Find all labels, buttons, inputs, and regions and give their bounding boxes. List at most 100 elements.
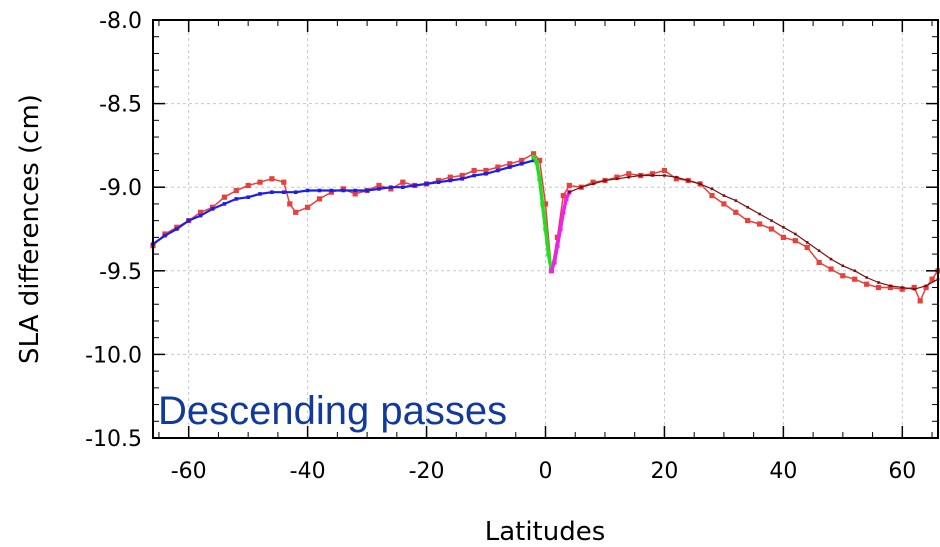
data-point-observed [269,176,275,182]
plot-frame [152,19,939,439]
data-point-fit_equator_north [561,210,566,215]
data-point-observed [471,167,477,174]
data-point-fit_north [734,199,738,202]
data-point-fit_north [568,190,571,194]
data-point-fit_north [877,281,880,284]
data-point-observed [626,171,632,177]
data-point-observed [780,234,786,240]
data-point-observed [804,244,810,250]
annotation-text: Descending passes [158,389,507,433]
data-point-fit_south [329,188,334,193]
data-point-observed [923,284,929,291]
data-point-observed [459,172,465,179]
data-point-observed [709,193,715,199]
data-point-fit_north [901,286,904,289]
y-tick-label: -8.0 [99,9,142,34]
data-point-fit_south [198,213,203,218]
data-point-fit_south [412,183,417,188]
data-point-fit_north [829,257,833,261]
series-fit_north [568,174,940,291]
data-point-fit_north [912,287,916,291]
data-point-fit_north [686,179,690,182]
data-point-fit_equator_south [546,251,551,257]
data-point-fit_north [639,174,642,177]
data-point-observed [233,187,239,194]
data-point-fit_north [591,182,595,186]
data-point-fit_south [496,168,500,173]
data-point-fit_south [377,187,381,191]
data-point-observed [400,179,406,185]
data-point-fit_north [782,226,785,229]
y-axis-title: SLA differences (cm) [15,94,45,364]
data-point-fit_south [317,188,322,193]
data-point-fit_south [389,185,393,189]
data-point-observed [447,174,453,180]
data-point-observed [560,193,566,199]
y-tick-label: -10.5 [85,427,142,452]
data-point-observed [483,167,489,174]
data-point-observed [661,167,667,174]
data-point-observed [507,161,513,167]
data-point-observed [649,171,656,177]
data-point-observed [816,259,822,265]
data-point-fit_north [853,269,856,273]
data-point-fit_north [698,182,702,186]
data-point-observed [614,174,620,180]
data-point-fit_north [710,187,714,191]
x-tick-label: 40 [769,459,797,484]
data-point-fit_north [615,177,619,181]
data-point-fit_south [460,177,464,181]
data-point-fit_north [603,179,607,182]
y-tick-label: -8.5 [99,93,142,118]
data-point-fit_equator_north [549,268,554,273]
data-point-fit_south [234,197,239,201]
data-point-fit_north [889,284,892,288]
data-point-fit_south [472,173,476,178]
data-point-observed [911,284,917,291]
data-point-observed [590,179,596,185]
data-point-observed [828,266,834,272]
data-point-observed [768,226,775,232]
data-point-fit_south [448,178,453,183]
series-layer [150,151,940,304]
data-point-observed [537,157,543,163]
data-point-fit_north [746,206,749,209]
data-point-fit_north [817,249,821,252]
x-tick-label: -60 [171,459,207,484]
data-point-observed [305,204,311,210]
data-point-observed [721,201,727,207]
data-point-fit_south [508,165,512,169]
y-tick-label: -9.0 [99,176,142,201]
data-point-observed [198,209,204,215]
data-point-observed [293,209,299,215]
data-point-fit_north [758,212,761,216]
data-point-fit_south [293,190,298,194]
data-point-observed [864,281,870,287]
data-point-observed [257,179,263,185]
tick-labels: -60 -40 -20 0 20 40 60 -8.0 -8.5 -9.0 -9.5 -10.0 -10… [85,9,916,484]
data-point-fit_equator_north [564,196,569,202]
series-line-fit_equator_north [549,191,571,272]
x-tick-label: 0 [539,459,553,484]
data-point-fit_equator_south [531,154,536,160]
data-point-fit_equator_north [552,260,557,265]
series-fit_south [151,158,536,246]
data-point-observed [792,238,798,244]
data-point-observed [352,191,358,197]
data-point-observed [745,218,751,224]
data-point-fit_south [186,218,191,223]
data-point-fit_equator_north [558,226,563,232]
data-point-fit_equator_south [534,159,539,165]
series-line-fit_north [569,174,939,290]
x-tick-label: 60 [888,459,916,484]
data-point-observed [757,221,763,227]
x-tick-label: -20 [409,459,445,484]
x-tick-label: 20 [650,459,678,484]
data-point-fit_south [258,192,262,196]
x-axis-title: Latitudes [485,517,606,547]
data-point-fit_south [424,182,429,186]
data-point-fit_south [401,185,405,189]
data-point-observed [899,286,905,292]
data-point-observed [376,182,382,189]
